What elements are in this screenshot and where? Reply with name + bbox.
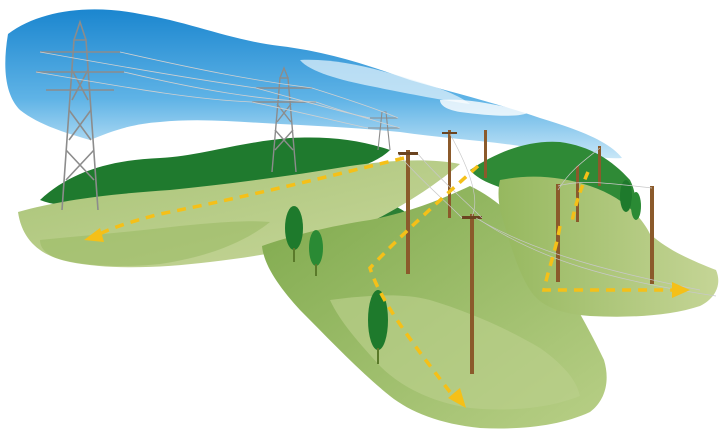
tree-icon [620,180,632,212]
utility-pole-icon [598,146,601,186]
utility-pole-icon [462,214,482,374]
utility-pole-icon [484,130,487,178]
ground-middle-light [330,295,580,410]
ground-right [498,176,719,317]
ground-left-shadow [40,221,270,266]
power-flow-arrow-icon [541,171,690,298]
power-flow-arrow-icon [368,164,480,408]
tree-icon [368,290,388,364]
utility-pole-icon [442,130,457,218]
dark-hill [40,137,390,207]
tree-icon [309,230,323,276]
power-flow-arrow-icon [84,156,405,242]
utility-pole-icon [398,150,418,274]
cloud-highlight [440,99,530,116]
transmission-tower-icon [36,19,124,211]
utility-pole-icon [576,166,579,222]
transmission-wires [35,51,401,129]
sky-band [5,9,623,159]
tree-icon [285,206,303,262]
utility-pole-icon [650,186,654,284]
tree-icon [631,192,641,220]
cloud-highlight [300,59,470,104]
